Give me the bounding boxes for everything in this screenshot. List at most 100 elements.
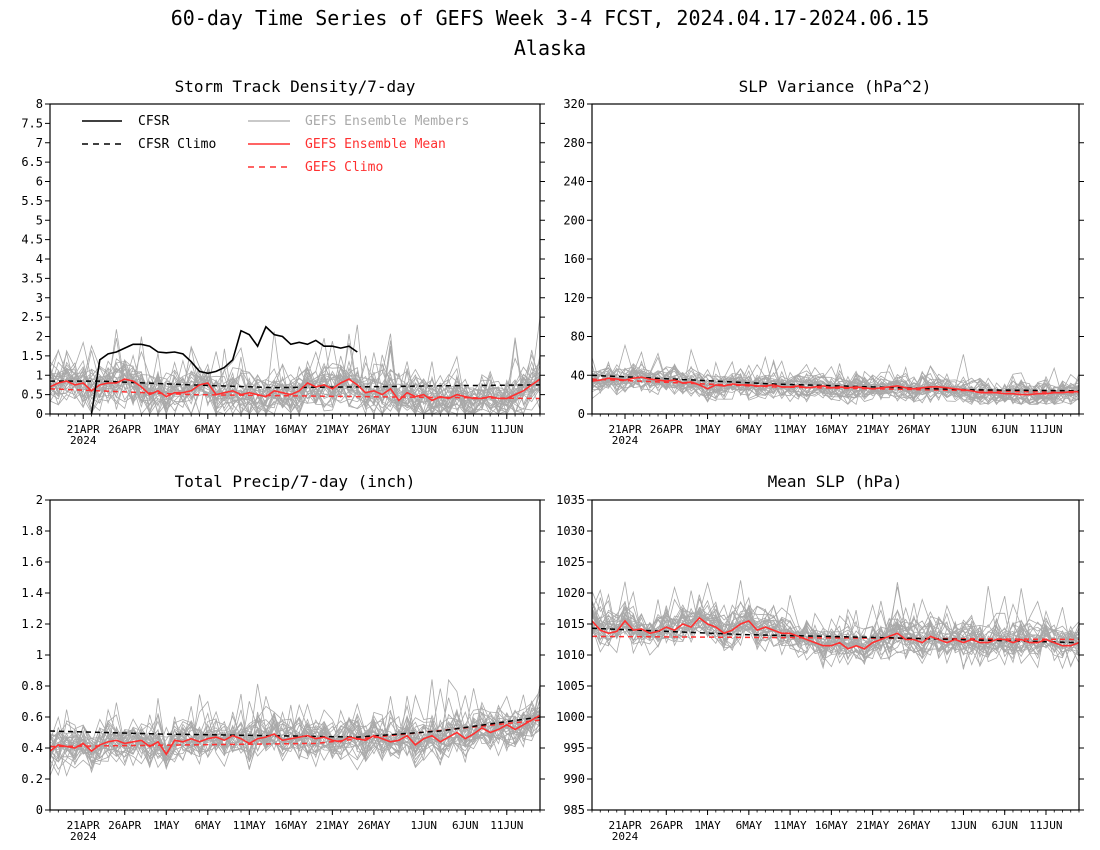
x-tick-label: 6MAY	[195, 819, 222, 832]
gefs-climo-line	[50, 388, 540, 400]
y-tick-label: 8	[36, 97, 43, 111]
y-tick-label: 0.6	[21, 710, 43, 724]
y-tick-label: 1035	[556, 493, 585, 507]
panel-slp-variance: SLP Variance (hPa^2) 0 40 80 120 160 200 240 28…	[563, 77, 1084, 447]
x-tick-label: 1JUN	[950, 423, 977, 436]
x-tick-label: 1JUN	[410, 819, 437, 832]
x-tick-label: 16MAY	[274, 423, 307, 436]
x-year-label: 2024	[612, 434, 639, 447]
plot-area	[50, 678, 540, 777]
gefs-member-line	[50, 344, 540, 414]
legend-label-cfsr: CFSR	[138, 114, 169, 129]
legend-label-members: GEFS Ensemble Members	[305, 114, 469, 129]
y-tick-label: 1.8	[21, 524, 43, 538]
plot-area	[592, 343, 1079, 406]
y-tick-label: 4.5	[21, 233, 43, 247]
x-tick-label: 1MAY	[153, 423, 180, 436]
y-tick-label: 995	[563, 741, 585, 755]
panel-mean-slp: Mean SLP (hPa) 985 990 995 1000 1005 1010 1015…	[556, 472, 1084, 843]
y-tick-label: 0	[578, 407, 585, 421]
x-tick-label: 26APR	[108, 423, 141, 436]
gefs-ens-mean-line	[592, 616, 1079, 650]
y-tick-label: 1.6	[21, 555, 43, 569]
x-tick-label: 11MAY	[774, 423, 807, 436]
y-tick-label: 0	[36, 407, 43, 421]
y-tick-label: 1000	[556, 710, 585, 724]
x-tick-label: 6JUN	[452, 423, 479, 436]
x-tick-label: 1JUN	[950, 819, 977, 832]
cfsr-line	[90, 325, 358, 414]
gefs-climo-line	[592, 378, 1079, 394]
x-tick-label: 21MAY	[316, 819, 349, 832]
y-tick-label: 1005	[556, 679, 585, 693]
x-tick-label: 11MAY	[233, 819, 266, 832]
y-tick-label: 0.5	[21, 388, 43, 402]
x-tick-label: 16MAY	[815, 423, 848, 436]
y-tick-label: 2	[36, 493, 43, 507]
y-tick-label: 3	[36, 291, 43, 305]
x-tick-label: 11JUN	[490, 819, 523, 832]
x-tick-label: 26MAY	[357, 819, 390, 832]
gefs-member-line	[592, 603, 1079, 670]
gefs-member-line	[50, 357, 540, 410]
y-tick-label: 5.5	[21, 194, 43, 208]
y-tick-label: 0.2	[21, 772, 43, 786]
y-tick-label: 1020	[556, 586, 585, 600]
y-tick-label: 2.5	[21, 310, 43, 324]
gefs-member-line	[592, 594, 1079, 656]
x-tick-label: 26MAY	[357, 423, 390, 436]
x-tick-label: 21APR	[608, 423, 641, 436]
gefs-member-line	[592, 604, 1079, 663]
panel-storm-track-density: Storm Track Density/7-day 0 0.5 1 1.5 2 2.5 3 3…	[21, 77, 545, 447]
y-tick-label: 280	[563, 136, 585, 150]
y-tick-label: 1.2	[21, 617, 43, 631]
x-tick-label: 1JUN	[410, 423, 437, 436]
y-tick-label: 5	[36, 213, 43, 227]
y-tick-label: 6	[36, 175, 43, 189]
y-tick-label: 0	[36, 803, 43, 817]
cfsr-climo-line	[592, 374, 1079, 392]
x-tick-label: 6JUN	[991, 819, 1018, 832]
y-tick-label: 80	[571, 330, 585, 344]
legend: CFSR CFSR Climo GEFS Ensemble Members GE…	[82, 114, 469, 175]
x-tick-label: 16MAY	[815, 819, 848, 832]
y-tick-label: 3.5	[21, 271, 43, 285]
x-tick-label: 21MAY	[316, 423, 349, 436]
x-tick-label: 11MAY	[774, 819, 807, 832]
y-tick-label: 1	[36, 648, 43, 662]
gefs-member-line	[50, 340, 540, 414]
figure-title: 60-day Time Series of GEFS Week 3-4 FCST…	[171, 6, 930, 30]
panel-title-slp-variance: SLP Variance (hPa^2)	[739, 77, 932, 96]
x-tick-label: 11JUN	[1029, 423, 1062, 436]
y-tick-label: 6.5	[21, 155, 43, 169]
y-tick-label: 1010	[556, 648, 585, 662]
gefs-ens-mean-line	[50, 378, 540, 402]
x-tick-label: 26MAY	[897, 819, 930, 832]
y-tick-label: 40	[571, 368, 585, 382]
gefs-member-line	[50, 713, 540, 763]
x-year-label: 2024	[612, 830, 639, 843]
gefs-member-line	[592, 369, 1079, 405]
x-tick-label: 1MAY	[694, 819, 721, 832]
y-tick-label: 1.4	[21, 586, 43, 600]
gefs-member-line	[50, 711, 540, 768]
gefs-ens-mean-line	[50, 714, 540, 756]
cfsr-climo-line	[592, 627, 1079, 644]
y-tick-label: 985	[563, 803, 585, 817]
gefs-ens-mean-line	[592, 376, 1079, 396]
y-tick-label: 200	[563, 213, 585, 227]
x-tick-label: 6MAY	[195, 423, 222, 436]
y-tick-label: 240	[563, 175, 585, 189]
x-tick-label: 21MAY	[856, 423, 889, 436]
x-tick-label: 6MAY	[736, 819, 763, 832]
y-tick-label: 0.4	[21, 741, 43, 755]
y-tick-label: 7	[36, 136, 43, 150]
legend-label-gefs-climo: GEFS Climo	[305, 160, 383, 175]
x-tick-label: 16MAY	[274, 819, 307, 832]
x-tick-label: 6JUN	[991, 423, 1018, 436]
x-tick-label: 26APR	[108, 819, 141, 832]
y-tick-label: 320	[563, 97, 585, 111]
y-tick-label: 1	[36, 368, 43, 382]
x-tick-label: 26APR	[650, 819, 683, 832]
